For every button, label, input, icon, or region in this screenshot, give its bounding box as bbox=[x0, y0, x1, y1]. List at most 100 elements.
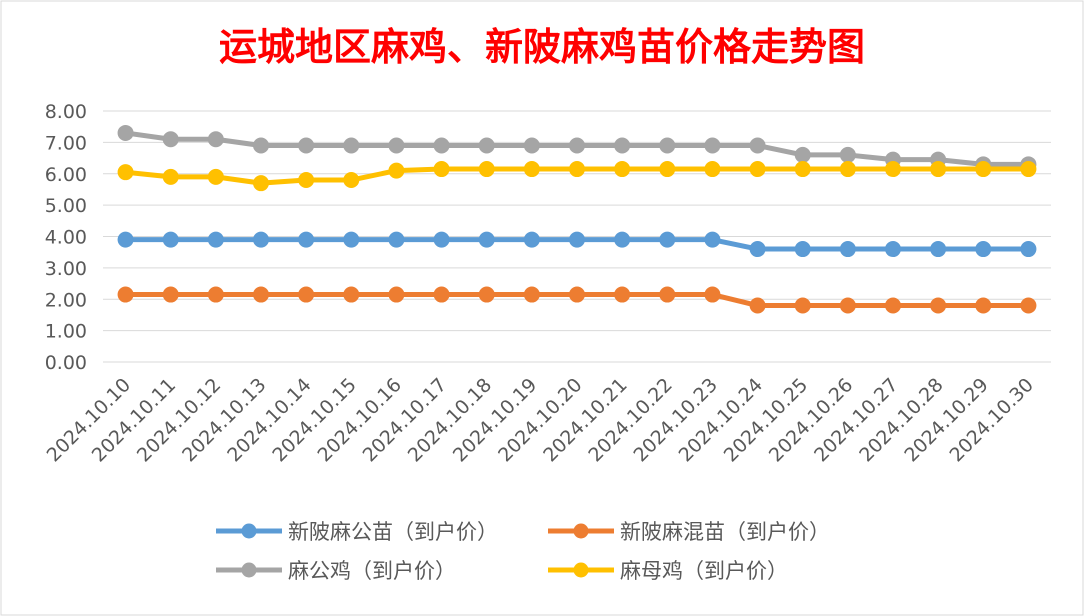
data-point bbox=[207, 231, 224, 248]
data-point bbox=[975, 297, 992, 314]
data-point bbox=[885, 297, 901, 314]
data-point bbox=[298, 172, 315, 189]
data-point bbox=[298, 137, 315, 154]
data-point bbox=[930, 297, 947, 314]
y-tick-label: 4.00 bbox=[45, 227, 87, 249]
legend-item: 麻母鸡（到户价） bbox=[548, 559, 788, 583]
data-point bbox=[388, 137, 405, 154]
data-point bbox=[388, 286, 405, 303]
data-point bbox=[749, 297, 766, 314]
data-point bbox=[478, 231, 495, 248]
series-3 bbox=[117, 161, 1037, 192]
data-point bbox=[794, 241, 811, 258]
data-point bbox=[343, 231, 360, 248]
data-point bbox=[433, 286, 450, 303]
data-point bbox=[207, 131, 224, 148]
series-layer bbox=[117, 124, 1037, 314]
data-point bbox=[343, 172, 360, 189]
data-point bbox=[523, 231, 540, 248]
data-point bbox=[117, 286, 134, 303]
data-point bbox=[253, 231, 269, 248]
data-point bbox=[478, 161, 495, 178]
data-point bbox=[749, 161, 766, 178]
data-point bbox=[614, 231, 631, 248]
data-point bbox=[930, 161, 947, 178]
legend-swatch-marker bbox=[573, 562, 589, 578]
data-point bbox=[839, 297, 856, 314]
series-1 bbox=[117, 286, 1037, 314]
data-point bbox=[388, 231, 405, 248]
data-point bbox=[433, 137, 450, 154]
data-point bbox=[569, 137, 585, 154]
chart-title: 运城地区麻鸡、新陂麻鸡苗价格走势图 bbox=[219, 24, 865, 69]
data-point bbox=[1020, 241, 1037, 258]
legend-label: 麻母鸡（到户价） bbox=[620, 559, 788, 583]
data-point bbox=[794, 297, 811, 314]
data-point bbox=[1020, 297, 1037, 314]
data-point bbox=[930, 241, 947, 258]
data-point bbox=[162, 168, 179, 185]
data-point bbox=[749, 241, 766, 258]
legend-item: 新陂麻公苗（到户价） bbox=[216, 520, 498, 544]
data-point bbox=[704, 161, 721, 178]
data-point bbox=[659, 231, 676, 248]
data-point bbox=[794, 146, 811, 163]
data-point bbox=[253, 137, 269, 154]
data-point bbox=[659, 161, 676, 178]
data-point bbox=[975, 241, 992, 258]
legend-item: 麻公鸡（到户价） bbox=[216, 559, 456, 583]
data-point bbox=[659, 286, 676, 303]
legend-swatch-marker bbox=[241, 523, 257, 539]
y-tick-label: 5.00 bbox=[45, 195, 87, 217]
data-point bbox=[207, 168, 224, 185]
data-point bbox=[253, 286, 269, 303]
data-point bbox=[885, 241, 901, 258]
data-point bbox=[885, 161, 901, 178]
y-tick-label: 1.00 bbox=[45, 321, 87, 343]
data-point bbox=[523, 161, 540, 178]
y-tick-label: 3.00 bbox=[45, 258, 87, 280]
data-point bbox=[704, 231, 721, 248]
data-point bbox=[704, 137, 721, 154]
data-point bbox=[749, 137, 766, 154]
data-point bbox=[478, 137, 495, 154]
data-point bbox=[343, 286, 360, 303]
legend-swatch-marker bbox=[241, 562, 257, 578]
y-tick-label: 6.00 bbox=[45, 164, 87, 186]
data-point bbox=[117, 124, 134, 141]
data-point bbox=[117, 231, 134, 248]
data-point bbox=[207, 286, 224, 303]
data-point bbox=[839, 161, 856, 178]
data-point bbox=[478, 286, 495, 303]
data-point bbox=[298, 231, 315, 248]
series-0 bbox=[117, 231, 1037, 258]
data-point bbox=[614, 137, 631, 154]
data-point bbox=[523, 137, 540, 154]
legend-item: 新陂麻混苗（到户价） bbox=[548, 520, 830, 544]
data-point bbox=[298, 286, 315, 303]
legend-label: 新陂麻公苗（到户价） bbox=[288, 520, 498, 544]
y-tick-label: 0.00 bbox=[45, 352, 87, 374]
data-point bbox=[343, 137, 360, 154]
data-point bbox=[839, 146, 856, 163]
data-point bbox=[614, 161, 631, 178]
data-point bbox=[614, 286, 631, 303]
data-point bbox=[162, 286, 179, 303]
data-point bbox=[433, 161, 450, 178]
data-point bbox=[569, 161, 585, 178]
data-point bbox=[704, 286, 721, 303]
data-point bbox=[162, 131, 179, 148]
data-point bbox=[117, 164, 134, 181]
y-tick-label: 8.00 bbox=[45, 101, 87, 123]
data-point bbox=[569, 286, 585, 303]
data-point bbox=[794, 161, 811, 178]
data-point bbox=[839, 241, 856, 258]
data-point bbox=[1020, 161, 1037, 178]
data-point bbox=[523, 286, 540, 303]
data-point bbox=[253, 175, 269, 192]
legend-label: 麻公鸡（到户价） bbox=[288, 559, 456, 583]
legend-label: 新陂麻混苗（到户价） bbox=[620, 520, 830, 544]
y-axis-ticks: 0.00 1.00 2.00 3.00 4.00 5.00 6.00 7.00 8.00 bbox=[45, 101, 87, 374]
